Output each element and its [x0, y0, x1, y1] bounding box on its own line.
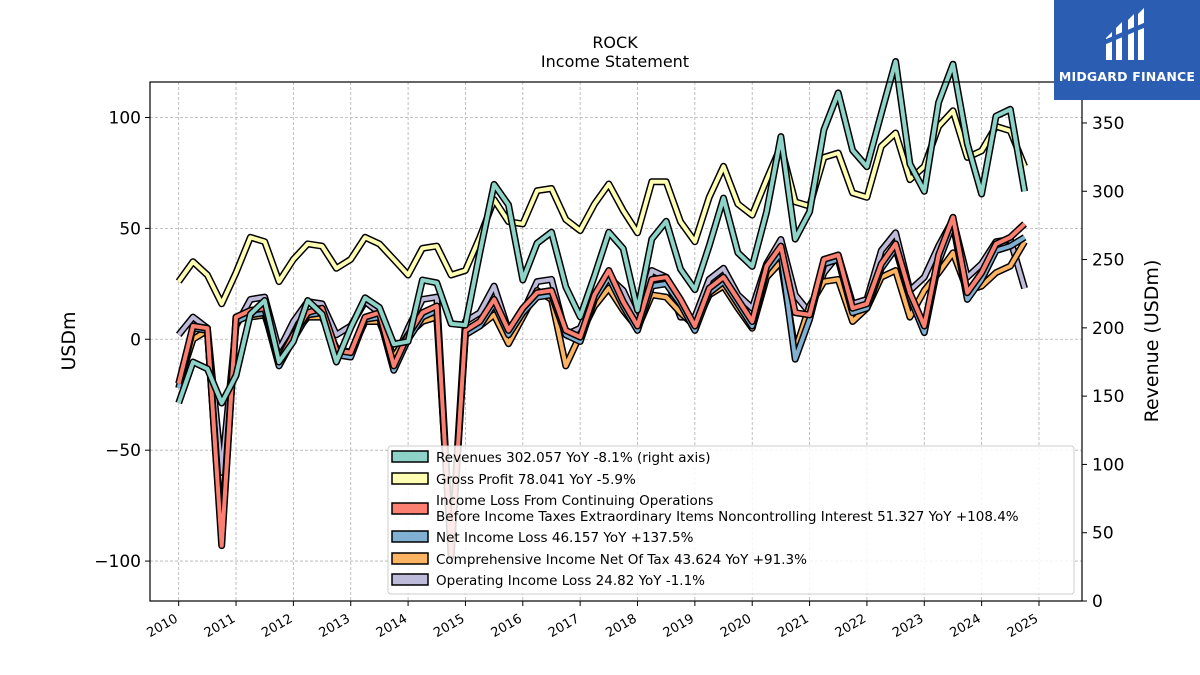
x-tick-label: 2018: [603, 611, 639, 641]
x-tick-label: 2013: [317, 611, 353, 641]
legend-swatch-gross-profit: [391, 472, 429, 485]
x-tick-label: 2021: [775, 611, 811, 641]
legend-swatch-net-income: [391, 530, 429, 543]
y-tick-label-left: 50: [119, 219, 141, 239]
y-tick-label-right: 0: [1092, 592, 1103, 612]
plot-frame: [149, 81, 1083, 602]
y-tick-label-left: 0: [130, 330, 141, 350]
legend-swatch-pretax-income: [391, 502, 429, 515]
y-tick-label-left: −100: [94, 552, 141, 572]
x-tick-label: 2014: [374, 611, 410, 641]
legend-swatch-revenues: [391, 450, 429, 463]
legend-label-gross-profit: Gross Profit 78.041 YoY -5.9%: [436, 472, 636, 488]
y-tick-label-right: 200: [1092, 319, 1124, 339]
y-tick-label-right: 150: [1092, 387, 1124, 407]
y-tick-label-right: 250: [1092, 251, 1124, 271]
x-tick-label: 2017: [546, 611, 582, 641]
logo-mark-icon: [1104, 8, 1146, 60]
y-tick-label-right: 100: [1092, 455, 1124, 475]
y-tick-label-right: 350: [1092, 114, 1124, 134]
series-line-gross-profit: [177, 108, 1027, 306]
logo-text: MIDGARD FINANCE: [1058, 69, 1196, 84]
legend-label-pretax-income-line1: Income Loss From Continuing Operations: [436, 493, 713, 509]
x-tick-label: 2012: [259, 611, 295, 641]
y-axis-label-left: USDm: [58, 311, 80, 370]
x-tick-label: 2015: [431, 611, 467, 641]
midgard-finance-logo: MIDGARD FINANCE: [1054, 0, 1200, 100]
legend-label-net-income: Net Income Loss 46.157 YoY +137.5%: [436, 530, 694, 546]
chart-subtitle: Income Statement: [541, 52, 689, 71]
x-tick-label: 2020: [718, 611, 754, 641]
legend-swatch-comprehensive-income: [391, 552, 429, 565]
series-line-revenues: [176, 59, 1027, 405]
x-tick-label: 2019: [661, 611, 697, 641]
legend-label-pretax-income-line2: Before Income Taxes Extraordinary Items …: [436, 509, 1019, 525]
legend-box: [387, 445, 1075, 595]
x-tick-label: 2025: [1005, 611, 1041, 641]
series-layer: [175, 58, 1029, 561]
y-tick-label-left: −50: [105, 441, 141, 461]
y-tick-label-right: 300: [1092, 182, 1124, 202]
y-tick-label-left: 100: [109, 108, 141, 128]
x-tick-label: 2011: [202, 611, 238, 641]
x-tick-label: 2023: [890, 611, 926, 641]
legend: Revenues 302.057 YoY -8.1% (right axis) …: [387, 445, 1075, 595]
axes: 2010 2011 2012 2013 2014 2015 2016 2017 2018 2019…: [94, 108, 1124, 641]
legend-label-operating-income: Operating Income Loss 24.82 YoY -1.1%: [436, 573, 705, 589]
legend-label-comprehensive-income: Comprehensive Income Net Of Tax 43.624 Y…: [436, 552, 807, 568]
legend-label-revenues: Revenues 302.057 YoY -8.1% (right axis): [436, 450, 711, 466]
x-tick-label: 2024: [947, 611, 983, 641]
x-tick-label: 2016: [489, 611, 525, 641]
y-axis-label-right: Revenue (USDm): [1141, 260, 1163, 423]
chart-title: ROCK: [592, 33, 638, 52]
y-tick-label-right: 50: [1092, 524, 1114, 544]
x-tick-label: 2010: [145, 611, 181, 641]
x-tick-label: 2022: [833, 611, 869, 641]
legend-swatch-operating-income: [391, 573, 429, 586]
